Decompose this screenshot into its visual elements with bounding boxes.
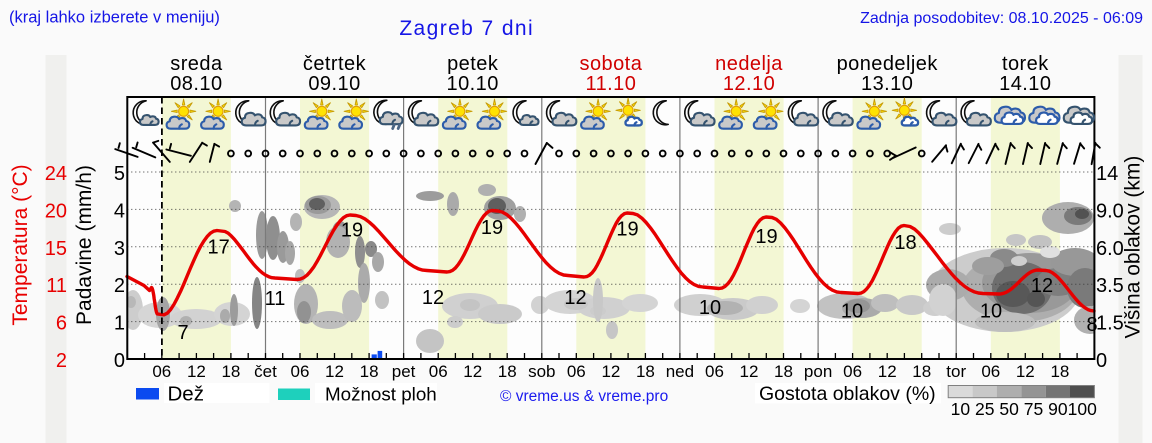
svg-text:18: 18 (1050, 362, 1069, 381)
svg-text:6: 6 (56, 313, 67, 335)
svg-text:15: 15 (45, 238, 67, 260)
svg-text:3.5: 3.5 (1096, 275, 1124, 297)
svg-text:torek: torek (1002, 53, 1049, 75)
svg-text:100: 100 (1068, 399, 1097, 419)
svg-text:14.10: 14.10 (999, 73, 1051, 95)
svg-text:06: 06 (291, 362, 310, 381)
svg-text:09.10: 09.10 (308, 73, 360, 95)
svg-text:Možnost ploh: Možnost ploh (325, 384, 437, 405)
svg-text:18: 18 (912, 362, 931, 381)
svg-text:0: 0 (1096, 350, 1107, 372)
svg-text:sobota: sobota (580, 53, 643, 75)
svg-text:(kraj lahko izberete v meniju): (kraj lahko izberete v meniju) (9, 9, 220, 27)
svg-text:13.10: 13.10 (861, 73, 913, 95)
svg-text:24: 24 (45, 163, 67, 185)
svg-text:ponedeljek: ponedeljek (837, 53, 939, 75)
svg-text:17: 17 (207, 237, 229, 259)
svg-text:petek: petek (447, 53, 499, 75)
svg-text:06: 06 (705, 362, 724, 381)
svg-text:12: 12 (463, 362, 482, 381)
svg-text:12: 12 (1031, 275, 1053, 297)
svg-text:0: 0 (114, 350, 125, 372)
svg-text:06: 06 (429, 362, 448, 381)
svg-text:Padavine (mm/h): Padavine (mm/h) (73, 165, 96, 325)
svg-text:19: 19 (481, 217, 503, 239)
svg-text:1.5: 1.5 (1096, 313, 1124, 335)
svg-text:10: 10 (980, 301, 1002, 323)
svg-text:tor: tor (946, 362, 966, 381)
svg-text:9.0: 9.0 (1096, 200, 1124, 222)
svg-text:06: 06 (152, 362, 171, 381)
svg-text:18: 18 (360, 362, 379, 381)
svg-text:12: 12 (325, 362, 344, 381)
svg-text:1: 1 (114, 313, 125, 335)
svg-text:12: 12 (878, 362, 897, 381)
svg-text:10: 10 (841, 301, 863, 323)
svg-text:12: 12 (740, 362, 759, 381)
svg-text:18: 18 (774, 362, 793, 381)
svg-text:7: 7 (177, 322, 188, 344)
svg-text:08.10: 08.10 (170, 73, 222, 95)
svg-text:pet: pet (392, 362, 416, 381)
svg-text:12: 12 (601, 362, 620, 381)
svg-text:četrtek: četrtek (303, 53, 367, 75)
svg-text:19: 19 (755, 226, 777, 248)
svg-text:pon: pon (804, 362, 832, 381)
svg-text:5: 5 (114, 163, 125, 185)
svg-text:Višina oblakov (km): Višina oblakov (km) (1122, 156, 1145, 339)
svg-text:12: 12 (422, 287, 444, 309)
svg-text:12: 12 (187, 362, 206, 381)
svg-text:Zadnja posodobitev: 08.10.2025: Zadnja posodobitev: 08.10.2025 - 06:09 (860, 10, 1143, 27)
svg-text:19: 19 (341, 220, 363, 242)
svg-text:3: 3 (114, 238, 125, 260)
svg-text:2: 2 (114, 275, 125, 297)
svg-text:10.10: 10.10 (447, 73, 499, 95)
svg-text:10: 10 (699, 297, 721, 319)
svg-text:10: 10 (951, 399, 971, 419)
svg-text:sreda: sreda (170, 53, 223, 75)
svg-text:11.10: 11.10 (585, 73, 636, 95)
svg-text:18: 18 (221, 362, 240, 381)
svg-text:sob: sob (528, 362, 555, 381)
svg-text:Gostota oblakov (%): Gostota oblakov (%) (759, 383, 936, 405)
svg-text:06: 06 (567, 362, 586, 381)
svg-text:ned: ned (666, 362, 694, 381)
svg-text:18: 18 (498, 362, 517, 381)
svg-text:2: 2 (56, 350, 67, 372)
svg-text:čet: čet (254, 362, 277, 381)
svg-text:06: 06 (843, 362, 862, 381)
svg-text:4: 4 (114, 200, 125, 222)
svg-text:nedelja: nedelja (715, 53, 783, 75)
svg-text:12: 12 (564, 287, 586, 309)
svg-text:12.10: 12.10 (723, 73, 775, 95)
svg-text:Zagreb 7 dni: Zagreb 7 dni (399, 17, 534, 40)
svg-text:50: 50 (999, 399, 1019, 419)
svg-text:8: 8 (1086, 314, 1097, 336)
svg-text:06: 06 (981, 362, 1000, 381)
svg-text:18: 18 (894, 232, 916, 254)
svg-text:© vreme.us & vreme.pro: © vreme.us & vreme.pro (500, 388, 668, 405)
svg-text:12: 12 (1016, 362, 1035, 381)
svg-text:11: 11 (46, 275, 67, 297)
svg-text:Temperatura (°C): Temperatura (°C) (9, 164, 32, 325)
svg-text:14: 14 (1096, 163, 1118, 185)
svg-text:25: 25 (975, 399, 994, 419)
svg-text:18: 18 (636, 362, 655, 381)
svg-text:6.0: 6.0 (1096, 238, 1124, 260)
svg-text:11: 11 (265, 288, 286, 310)
svg-text:75: 75 (1024, 399, 1043, 419)
svg-text:20: 20 (45, 200, 67, 222)
svg-text:19: 19 (616, 219, 638, 241)
svg-text:90: 90 (1048, 399, 1068, 419)
svg-text:Dež: Dež (168, 383, 204, 406)
